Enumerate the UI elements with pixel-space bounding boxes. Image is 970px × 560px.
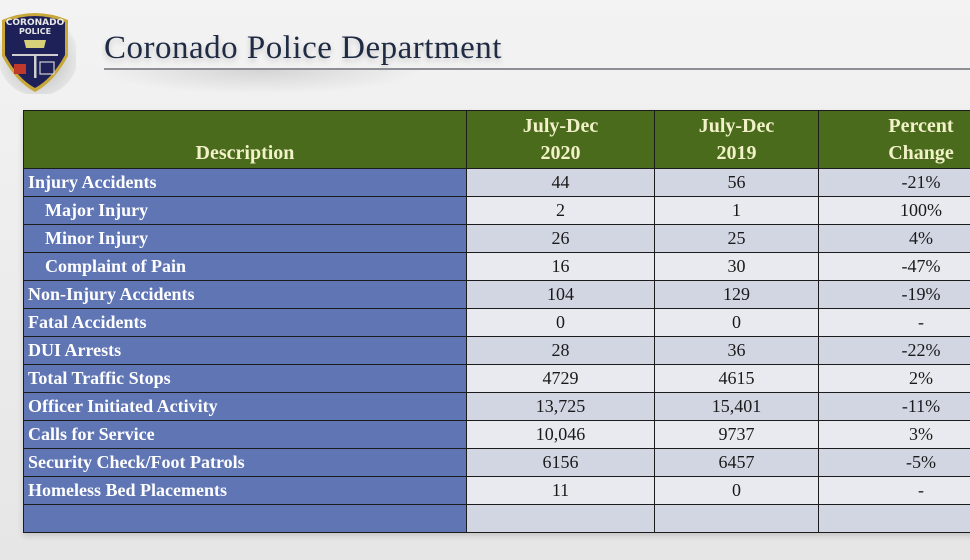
cell-2020: 26: [466, 224, 655, 253]
cell-2019: 15,401: [654, 392, 819, 421]
row-label: Fatal Accidents: [23, 308, 467, 337]
cell-percent-change: -21%: [818, 168, 970, 197]
table-row: Injury Accidents 44 56 -21%: [23, 168, 970, 197]
police-badge-logo: CORONADO POLICE: [0, 4, 78, 96]
row-label: Security Check/Foot Patrols: [23, 448, 467, 477]
table-row: Officer Initiated Activity 13,725 15,401 -1…: [23, 392, 970, 421]
cell-2019: 56: [654, 168, 819, 197]
table-row: [23, 504, 970, 533]
cell-percent-change: -11%: [818, 392, 970, 421]
cell-2020: 44: [466, 168, 655, 197]
table-row: Security Check/Foot Patrols 6156 6457 -5%: [23, 448, 970, 477]
cell-2020: 2: [466, 196, 655, 225]
column-header-description: Description: [23, 110, 467, 169]
table-row: Major Injury 2 1 100%: [23, 196, 970, 225]
cell-percent-change: 2%: [818, 364, 970, 393]
table-row: Non-Injury Accidents 104 129 -19%: [23, 280, 970, 309]
cell-percent-change: -: [818, 476, 970, 505]
cell-2020: 11: [466, 476, 655, 505]
cell-2019: 30: [654, 252, 819, 281]
cell-2019: 129: [654, 280, 819, 309]
badge-text-top: CORONADO: [6, 18, 65, 28]
cell-2019: 25: [654, 224, 819, 253]
cell-2019: 6457: [654, 448, 819, 477]
column-header-label: Description: [195, 142, 295, 164]
cell-2019: [654, 504, 819, 533]
row-label: Homeless Bed Placements: [23, 476, 467, 505]
column-header-2019: July-Dec 2019: [654, 110, 819, 169]
row-label: Total Traffic Stops: [23, 364, 467, 393]
table-row: Total Traffic Stops 4729 4615 2%: [23, 364, 970, 393]
cell-percent-change: 3%: [818, 420, 970, 449]
cell-2019: 1: [654, 196, 819, 225]
cell-2019: 0: [654, 476, 819, 505]
table-row: DUI Arrests 28 36 -22%: [23, 336, 970, 365]
column-header-line2: 2020: [540, 141, 581, 164]
cell-2020: 16: [466, 252, 655, 281]
police-badge-icon: CORONADO POLICE: [0, 13, 78, 96]
cell-2019: 4615: [654, 364, 819, 393]
column-header-line1: July-Dec: [698, 114, 775, 137]
cell-2019: 0: [654, 308, 819, 337]
title-underline: [104, 68, 970, 70]
row-label: Complaint of Pain: [23, 252, 467, 281]
cell-2020: 104: [466, 280, 655, 309]
cell-percent-change: 4%: [818, 224, 970, 253]
table-row: Homeless Bed Placements 11 0-: [23, 476, 970, 505]
statistics-table: Description July-Dec 2020 July-Dec 2019 …: [23, 110, 970, 533]
table-row: Calls for Service 10,046 9737 3%: [23, 420, 970, 449]
row-label: DUI Arrests: [23, 336, 467, 365]
column-header-line2: 2019: [716, 141, 757, 164]
cell-percent-change: -5%: [818, 448, 970, 477]
table-header-row: Description July-Dec 2020 July-Dec 2019 …: [23, 110, 970, 169]
cell-percent-change: -47%: [818, 252, 970, 281]
column-header-percent-change: Percent Change: [818, 110, 970, 169]
cell-2020: 13,725: [466, 392, 655, 421]
cell-2020: 10,046: [466, 420, 655, 449]
column-header-line1: July-Dec: [522, 114, 599, 137]
row-label: Calls for Service: [23, 420, 467, 449]
table-row: Complaint of Pain 16 30 -47%: [23, 252, 970, 281]
cell-2020: 28: [466, 336, 655, 365]
column-header-line1: Percent: [888, 114, 954, 137]
page-title: Coronado Police Department: [104, 30, 502, 66]
cell-percent-change: -19%: [818, 280, 970, 309]
cell-percent-change: -: [818, 308, 970, 337]
row-label: Officer Initiated Activity: [23, 392, 467, 421]
cell-percent-change: [818, 504, 970, 533]
cell-2020: 4729: [466, 364, 655, 393]
cell-2020: [466, 504, 655, 533]
cell-2019: 36: [654, 336, 819, 365]
cell-2019: 9737: [654, 420, 819, 449]
cell-2020: 6156: [466, 448, 655, 477]
badge-text-bottom: POLICE: [19, 27, 51, 36]
row-label: Injury Accidents: [23, 168, 467, 197]
column-header-2020: July-Dec 2020: [466, 110, 655, 169]
cell-percent-change: 100%: [818, 196, 970, 225]
row-label: Non-Injury Accidents: [23, 280, 467, 309]
table-row: Minor Injury 26 25 4%: [23, 224, 970, 253]
table-row: Fatal Accidents 0 0-: [23, 308, 970, 337]
row-label: Major Injury: [23, 196, 467, 225]
row-label: [23, 504, 467, 533]
title-shadow: [96, 70, 426, 94]
row-label: Minor Injury: [23, 224, 467, 253]
cell-percent-change: -22%: [818, 336, 970, 365]
column-header-line2: Change: [888, 141, 954, 164]
cell-2020: 0: [466, 308, 655, 337]
